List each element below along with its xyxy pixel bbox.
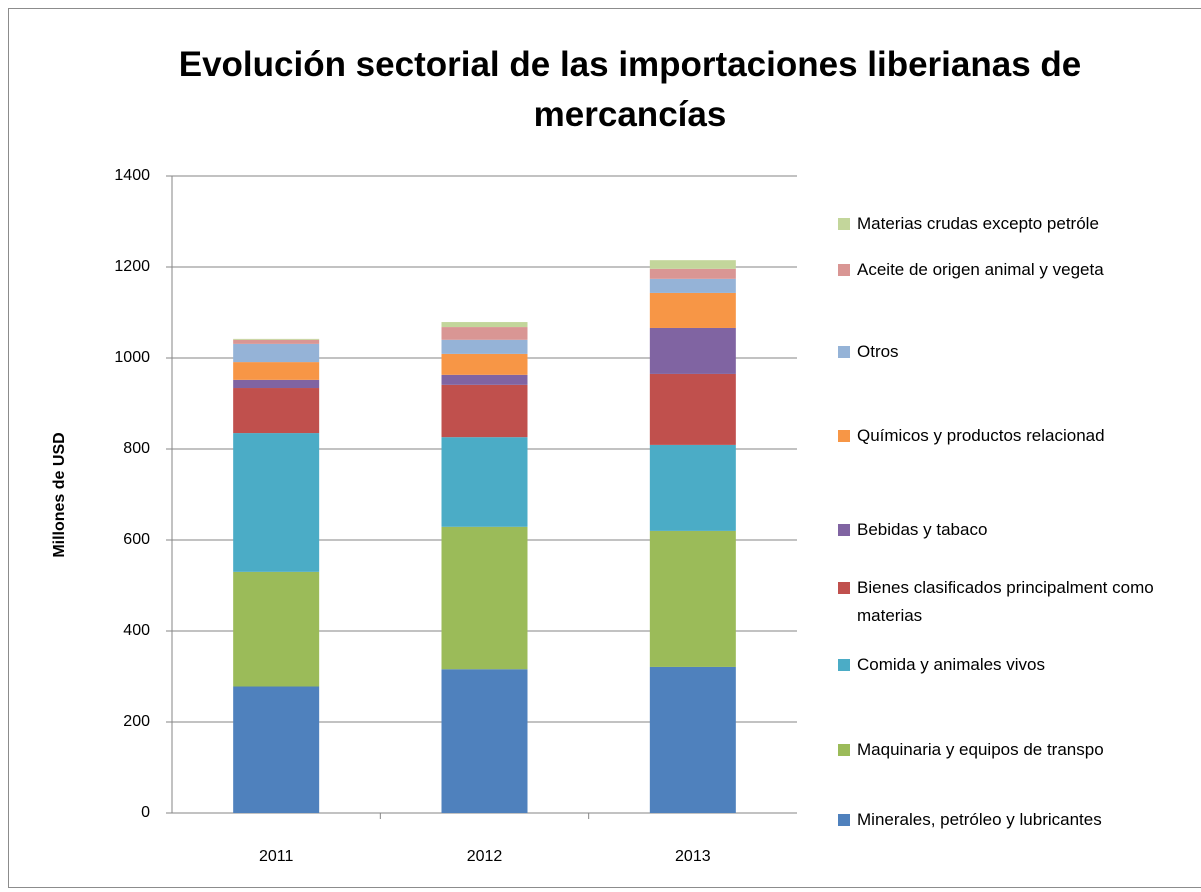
y-tick-label: 1200 [114,258,150,275]
legend-entry: Bebidas y tabaco [838,516,1201,544]
legend-swatch [838,346,850,358]
legend-swatch [838,430,850,442]
x-tick-label: 2011 [259,848,294,865]
x-tick-label: 2012 [467,848,503,865]
legend-label: Materias crudas excepto petróle [857,214,1099,233]
legend-entry: Materias crudas excepto petróle [838,210,1201,238]
bar-segment [649,530,736,667]
legend-swatch [838,814,850,826]
bar-segment [649,292,736,328]
y-tick-label: 0 [141,804,150,821]
bar-segment [233,362,320,380]
legend-label: Comida y animales vivos [857,655,1046,674]
bar-segment [649,260,736,269]
bar-segment [441,327,528,340]
legend-swatch [838,264,850,276]
legend-swatch [838,524,850,536]
bar-segment [441,374,528,385]
y-tick-label: 400 [123,622,150,639]
bar-segment [233,571,320,687]
legend-entry: Aceite de origen animal y vegeta [838,256,1201,284]
y-tick-label: 600 [123,531,150,548]
legend-label: Maquinaria y equipos de transpo [857,740,1104,759]
bar-segment [649,666,736,813]
bar-segment [441,437,528,527]
bar-segment [649,444,736,531]
y-axis-label: Millones de USD [51,432,68,557]
legend-entry: Químicos y productos relacionad [838,422,1201,450]
legend-entry: Maquinaria y equipos de transpo [838,736,1201,764]
legend-label: Otros [857,342,899,361]
chart-frame [8,8,1201,888]
bar-segment [649,327,736,374]
legend-entry: Bienes clasificados principalment como m… [838,574,1201,630]
legend-label: Bebidas y tabaco [857,520,988,539]
bar-segment [233,686,320,813]
bar-segment [233,343,320,363]
legend-label: Bienes clasificados principalment como m… [857,578,1154,625]
bar-segment [233,388,320,434]
x-tick-label: 2013 [675,848,711,865]
bar-segment [233,433,320,572]
legend-swatch [838,582,850,594]
bar-segment [441,353,528,375]
bar-segment [441,322,528,328]
y-tick-label: 1400 [114,167,150,184]
legend-label: Químicos y productos relacionad [857,426,1105,445]
chart-title: Evolución sectorial de las importaciones… [178,45,1082,134]
bar-segment [233,379,320,389]
legend-swatch [838,659,850,671]
y-tick-label: 800 [123,440,150,457]
y-tick-label: 200 [123,713,150,730]
bar-segment [649,278,736,293]
legend-label: Aceite de origen animal y vegeta [857,260,1104,279]
bar-segment [441,526,528,670]
bar-segment [441,669,528,813]
bar-segment [441,339,528,354]
legend-entry: Otros [838,338,1201,366]
legend-swatch [838,218,850,230]
bar-segment [441,384,528,438]
legend-swatch [838,744,850,756]
y-tick-label: 1000 [114,349,150,366]
legend-entry: Minerales, petróleo y lubricantes [838,806,1201,834]
legend-entry: Comida y animales vivos [838,651,1201,679]
bar-segment [649,268,736,279]
bar-segment [649,373,736,445]
legend-label: Minerales, petróleo y lubricantes [857,810,1102,829]
bar-segment [233,339,320,344]
bar-segment [233,338,320,340]
